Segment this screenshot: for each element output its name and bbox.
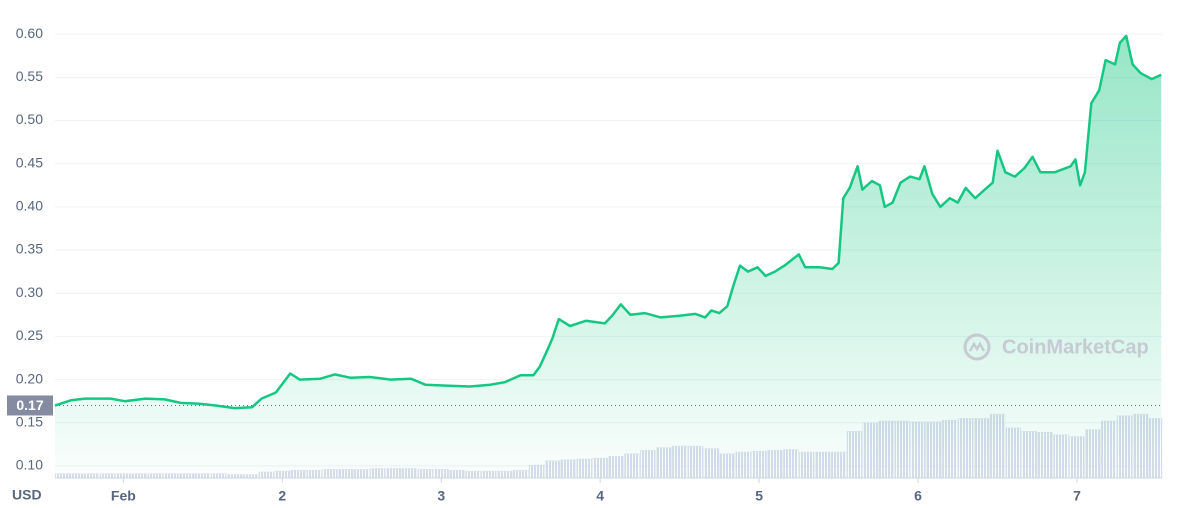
x-tick-label: Feb (111, 488, 136, 504)
x-tick-label: 7 (1073, 488, 1081, 504)
y-tick-label: 0.30 (16, 284, 43, 300)
axis-unit: USD (12, 487, 42, 503)
price-line (54, 34, 1162, 410)
y-tick-label: 0.15 (16, 413, 43, 429)
x-tick-label: 6 (914, 488, 922, 504)
x-tick-label: 5 (755, 488, 763, 504)
x-tick-label: 4 (596, 488, 604, 504)
x-tick-label: 2 (278, 488, 286, 504)
watermark-logo (963, 333, 991, 361)
y-tick-label: 0.10 (16, 457, 43, 473)
x-tick-label: 3 (437, 488, 445, 504)
plot (54, 33, 1163, 483)
current-price-badge (7, 395, 53, 416)
y-tick-label: 0.25 (16, 327, 43, 343)
y-tick-label: 0.60 (16, 25, 43, 41)
y-tick-label: 0.45 (16, 154, 43, 170)
price-area (55, 35, 1162, 479)
current-price-label: 0.17 (16, 397, 43, 413)
y-tick-label: 0.35 (16, 241, 43, 257)
y-tick-label: 0.50 (16, 111, 43, 127)
watermark: CoinMarketCap (1002, 336, 1149, 358)
y-tick-label: 0.40 (16, 198, 43, 214)
y-tick-label: 0.55 (16, 68, 43, 84)
y-tick-label: 0.20 (16, 370, 43, 386)
